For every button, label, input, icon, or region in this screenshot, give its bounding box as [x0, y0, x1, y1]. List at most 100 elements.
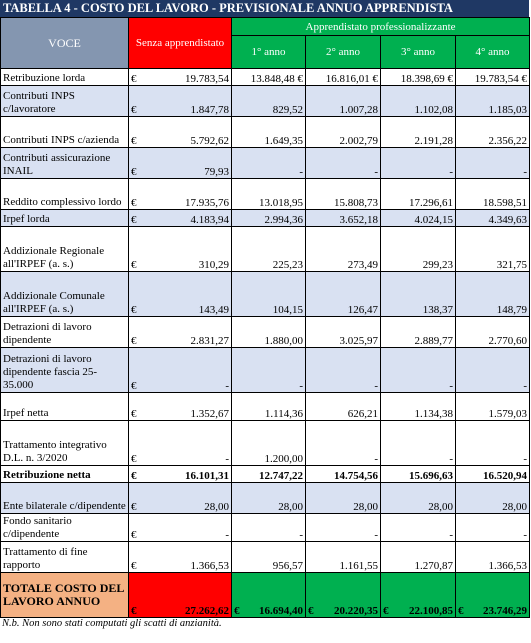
currency-symbol: € [131, 453, 137, 465]
table-row: Contributi INPS c/azienda €5.792,62 1.649,… [0, 116, 531, 148]
value-senza-apprendistato: €2.831,27 [128, 316, 232, 348]
table-row: Addizionale Regionale all'IRPEF (a. s.) €… [0, 226, 531, 272]
value-year-2: 15.808,73 [305, 178, 381, 210]
cell-value: 2.831,27 [190, 335, 230, 347]
value-year-4: 1.366,53 [454, 541, 531, 573]
value-year-1: 13.848,48 € [231, 68, 306, 86]
value-year-2: 14.754,56 [305, 465, 381, 483]
cell-value: - [449, 453, 453, 465]
cell-value: 28,00 [278, 501, 303, 513]
currency-symbol: € [131, 214, 137, 226]
total-value: 23.746,29 [483, 605, 528, 617]
cell-value: 12.747,22 [259, 470, 303, 482]
cell-value: 1.161,55 [339, 560, 379, 572]
cost-table-container: TABELLA 4 - COSTO DEL LAVORO - PREVISION… [0, 0, 531, 629]
value-senza-apprendistato: € - [128, 513, 232, 542]
row-label: Contributi INPS c/lavoratore [0, 85, 129, 117]
value-year-3: 138,37 [380, 271, 456, 317]
value-senza-apprendistato: € - [128, 347, 232, 393]
value-year-3: 17.296,61 [380, 178, 456, 210]
cell-value: 17.296,61 [409, 197, 453, 209]
header-year-2: 2° anno [305, 35, 381, 69]
cell-value: 3.652,18 [339, 214, 379, 226]
cell-value: 273,49 [347, 259, 378, 271]
cell-value: 17.935,76 [185, 197, 229, 209]
table-row: Fondo sanitario c/dipendente € - - - - - [0, 513, 531, 542]
currency-symbol: € [131, 529, 137, 541]
cell-value: - [374, 529, 378, 541]
cell-value: - [299, 166, 303, 178]
value-senza-apprendistato: € - [128, 420, 232, 466]
cell-value: 1.649,35 [264, 135, 304, 147]
header-apprendistato-group: Apprendistato professionalizzante [230, 17, 531, 36]
value-year-3: 15.696,63 [380, 465, 456, 483]
table-row: Trattamento di fine rapporto €1.366,53 956… [0, 541, 531, 573]
value-year-3: 18.398,69 € [380, 68, 456, 86]
value-year-4: - [454, 513, 531, 542]
currency-symbol: € [131, 197, 137, 209]
cell-value: 16.520,94 [483, 470, 528, 482]
value-year-2: - [305, 513, 381, 542]
cell-value: - [449, 166, 453, 178]
currency-symbol: € [131, 408, 137, 420]
cell-value: 829,52 [272, 104, 303, 116]
value-year-1: 12.747,22 [231, 465, 306, 483]
value-year-3: - [380, 347, 456, 393]
value-year-2: 126,47 [305, 271, 381, 317]
table-row: Addizionale Comunale all'IRPEF (a. s.) €1… [0, 271, 531, 317]
value-year-2: 28,00 [305, 482, 381, 514]
value-year-3: - [380, 513, 456, 542]
cell-value: 28,00 [502, 501, 528, 513]
cell-value: - [523, 453, 528, 465]
value-year-2: 16.816,01 € [305, 68, 381, 86]
cell-value: - [225, 380, 229, 392]
cell-value: 13.848,48 € [250, 73, 303, 85]
row-label: Detrazioni di lavoro dipendente [0, 316, 129, 348]
value-year-1: - [231, 147, 306, 179]
value-year-1: 956,57 [231, 541, 306, 573]
cell-value: 1.114,36 [264, 408, 303, 420]
value-year-2: 626,21 [305, 392, 381, 421]
cell-value: 143,49 [198, 304, 229, 316]
value-year-4: 148,79 [454, 271, 531, 317]
value-year-3: 2.191,28 [380, 116, 456, 148]
total-row: TOTALE COSTO DEL LAVORO ANNUO €27.262,62 €… [0, 572, 531, 618]
value-year-2: 273,49 [305, 226, 381, 272]
table-row: Retribuzione netta €16.101,31 12.747,22 14.… [0, 465, 531, 483]
footnote: N.b. Non sono stati computati gli scatti… [2, 618, 222, 629]
value-senza-apprendistato: €1.352,67 [128, 392, 232, 421]
cell-value: 1.102,08 [414, 104, 454, 116]
value-senza-apprendistato: €1.847,78 [128, 85, 232, 117]
table-row: Reddito complessivo lordo €17.935,76 13.01… [0, 178, 531, 210]
cell-value: 28,00 [204, 501, 229, 513]
cell-value: - [225, 453, 229, 465]
value-year-4: 16.520,94 [454, 465, 531, 483]
value-year-3: 1.134,38 [380, 392, 456, 421]
currency-symbol: € [131, 166, 137, 178]
table-row: Detrazioni di lavoro dipendente fascia 2… [0, 347, 531, 393]
row-label: Detrazioni di lavoro dipendente fascia 2… [0, 347, 129, 393]
value-year-2: 3.025,97 [305, 316, 381, 348]
value-senza-apprendistato: €79,93 [128, 147, 232, 179]
cell-value: - [449, 380, 453, 392]
cell-value: 18.398,69 € [400, 73, 453, 85]
row-label: Ente bilaterale c/dipendente [0, 482, 129, 514]
value-year-1: - [231, 347, 306, 393]
cell-value: 2.356,22 [488, 135, 528, 147]
currency-symbol: € [131, 380, 137, 392]
row-label: Reddito complessivo lordo [0, 178, 129, 210]
cell-value: 2.191,28 [414, 135, 454, 147]
value-year-1: 2.994,36 [231, 209, 306, 227]
value-year-3: 28,00 [380, 482, 456, 514]
cell-value: 148,79 [496, 304, 528, 316]
cell-value: 79,93 [204, 166, 229, 178]
value-year-1: 1.200,00 [231, 420, 306, 466]
cell-value: 28,00 [353, 501, 378, 513]
currency-symbol: € [131, 104, 137, 116]
value-senza-apprendistato: €19.783,54 [128, 68, 232, 86]
value-year-1: 13.018,95 [231, 178, 306, 210]
cell-value: - [523, 529, 528, 541]
cell-value: 14.754,56 [334, 470, 378, 482]
currency-symbol: € [131, 135, 137, 147]
table-row: Retribuzione lorda €19.783,54 13.848,48 € 1… [0, 68, 531, 86]
